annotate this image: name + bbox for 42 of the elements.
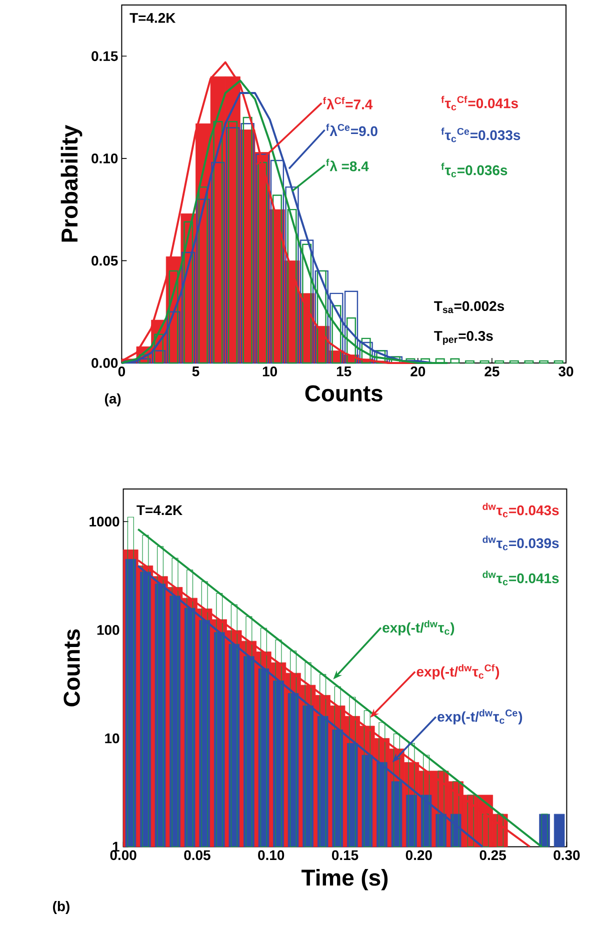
- annotation: $^{dw}$τ$_{c}$=0.043s: [482, 502, 559, 518]
- y-tick-label: 1000: [90, 516, 120, 527]
- y-tick-label: 0.15: [92, 51, 118, 62]
- x-tick-label: 0.05: [184, 850, 210, 860]
- x-tick-label: 0.10: [258, 850, 284, 860]
- y-tick-label: 0.10: [92, 153, 118, 164]
- annotation: $^{dw}$τ$_{c}$=0.041s: [482, 570, 559, 586]
- y-tick-label: 0.00: [92, 358, 118, 368]
- annotation: exp(-t/$^{dw}$τ$_{c}$): [382, 620, 454, 636]
- annotation: T=4.2K: [136, 505, 182, 515]
- x-tick-label: 0.30: [554, 850, 580, 860]
- annotation: T=4.2K: [130, 12, 176, 23]
- annotation: T$_{per}$=0.3s: [434, 330, 493, 345]
- x-axis-title: Time (s): [302, 868, 388, 890]
- x-tick-label: 25: [484, 366, 500, 376]
- text: (a): [104, 393, 121, 406]
- annotation: $^{f}$τ$_{c}$$^{Ce}$=0.033s: [441, 128, 520, 142]
- x-axis-title: Counts: [305, 385, 382, 402]
- text: (b): [53, 901, 70, 914]
- x-tick-label: 10: [262, 366, 277, 376]
- x-tick-label: 20: [410, 366, 426, 376]
- x-tick-label: 0.15: [332, 850, 358, 860]
- y-axis-title: Counts: [64, 629, 80, 706]
- annotation: exp(-t/$^{dw}$τ$_{c}$$^{Cf}$): [416, 664, 500, 680]
- y-tick-label: 10: [105, 733, 120, 744]
- x-tick-label: 0: [118, 366, 126, 376]
- x-tick-label: 30: [558, 366, 574, 376]
- annotation: T$_{sa}$=0.002s: [434, 301, 504, 314]
- annotation: $^{f}$λ =8.4: [326, 158, 369, 172]
- annotation: $^{f}$τ$_{c}$=0.036s: [441, 162, 508, 178]
- y-axis-title: Probability: [60, 124, 82, 242]
- annotation: $^{f}$λ$^{Cf}$=7.4: [323, 96, 373, 110]
- y-tick-label: 100: [97, 625, 120, 635]
- annotation: $^{f}$τ$_{c}$$^{Cf}$=0.041s: [441, 96, 518, 110]
- y-tick-label: 0.05: [92, 256, 118, 266]
- x-tick-label: 15: [336, 366, 352, 376]
- x-tick-label: 5: [192, 366, 200, 376]
- annotation: $^{dw}$τ$_{c}$=0.039s: [482, 536, 559, 550]
- annotation: exp(-t/$^{dw}$τ$_{c}$$^{Ce}$): [438, 709, 522, 724]
- annotation: $^{f}$λ$^{Ce}$=9.0: [326, 124, 378, 136]
- x-tick-label: 0.20: [406, 850, 432, 860]
- x-tick-label: 0.25: [480, 850, 506, 860]
